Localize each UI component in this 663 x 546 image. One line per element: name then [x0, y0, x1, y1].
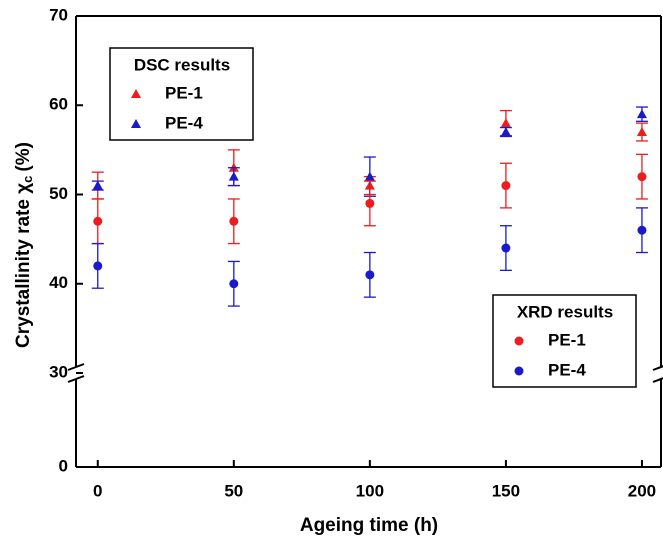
legend-label: PE-1: [165, 83, 203, 102]
y-axis-title-unit: (%): [13, 142, 34, 172]
y-tick-label: 70: [49, 5, 68, 24]
y-axis-title: Crystallinity rate χc (%): [13, 142, 35, 348]
x-axis-title: Ageing time (h): [300, 515, 438, 536]
marker-triangle: [131, 89, 141, 98]
axis-break: [67, 375, 85, 383]
y-tick-label: 0: [59, 456, 68, 475]
marker-circle: [365, 198, 375, 208]
axis-break: [652, 365, 663, 371]
legend-label: PE-1: [548, 330, 586, 349]
marker-circle: [93, 261, 103, 271]
marker-triangle: [636, 109, 647, 119]
marker-circle: [501, 181, 511, 191]
marker-triangle: [228, 171, 239, 181]
x-tick-label: 200: [628, 481, 656, 500]
axis-break: [652, 377, 663, 383]
marker-circle: [637, 225, 647, 235]
marker-triangle: [364, 171, 375, 181]
y-tick-label: 50: [49, 184, 68, 203]
axis-break: [67, 363, 85, 371]
x-tick-label: 100: [356, 481, 384, 500]
y-axis-title-main: Crystallinity rate χ: [13, 183, 34, 348]
marker-circle: [229, 279, 239, 289]
legend-label: PE-4: [548, 360, 586, 379]
marker-circle: [365, 270, 375, 280]
x-tick-label: 50: [224, 481, 243, 500]
legend-label: PE-4: [165, 113, 203, 132]
marker-circle: [637, 172, 647, 182]
marker-circle: [229, 216, 239, 226]
marker-triangle: [131, 119, 141, 128]
marker-triangle: [92, 180, 103, 190]
marker-circle: [514, 336, 524, 346]
marker-circle: [514, 366, 524, 376]
marker-triangle: [500, 127, 511, 137]
legend-title: XRD results: [517, 302, 613, 321]
x-tick-label: 0: [93, 481, 102, 500]
y-axis-title-sub: c: [20, 176, 35, 183]
marker-triangle: [500, 118, 511, 128]
y-tick-label: 60: [49, 95, 68, 114]
y-tick-label: 40: [49, 273, 68, 292]
marker-circle: [93, 216, 103, 226]
x-tick-label: 150: [492, 481, 520, 500]
legend-title: DSC results: [134, 55, 230, 74]
y-tick-label: 30: [49, 362, 68, 381]
marker-circle: [501, 243, 511, 253]
marker-triangle: [636, 127, 647, 137]
